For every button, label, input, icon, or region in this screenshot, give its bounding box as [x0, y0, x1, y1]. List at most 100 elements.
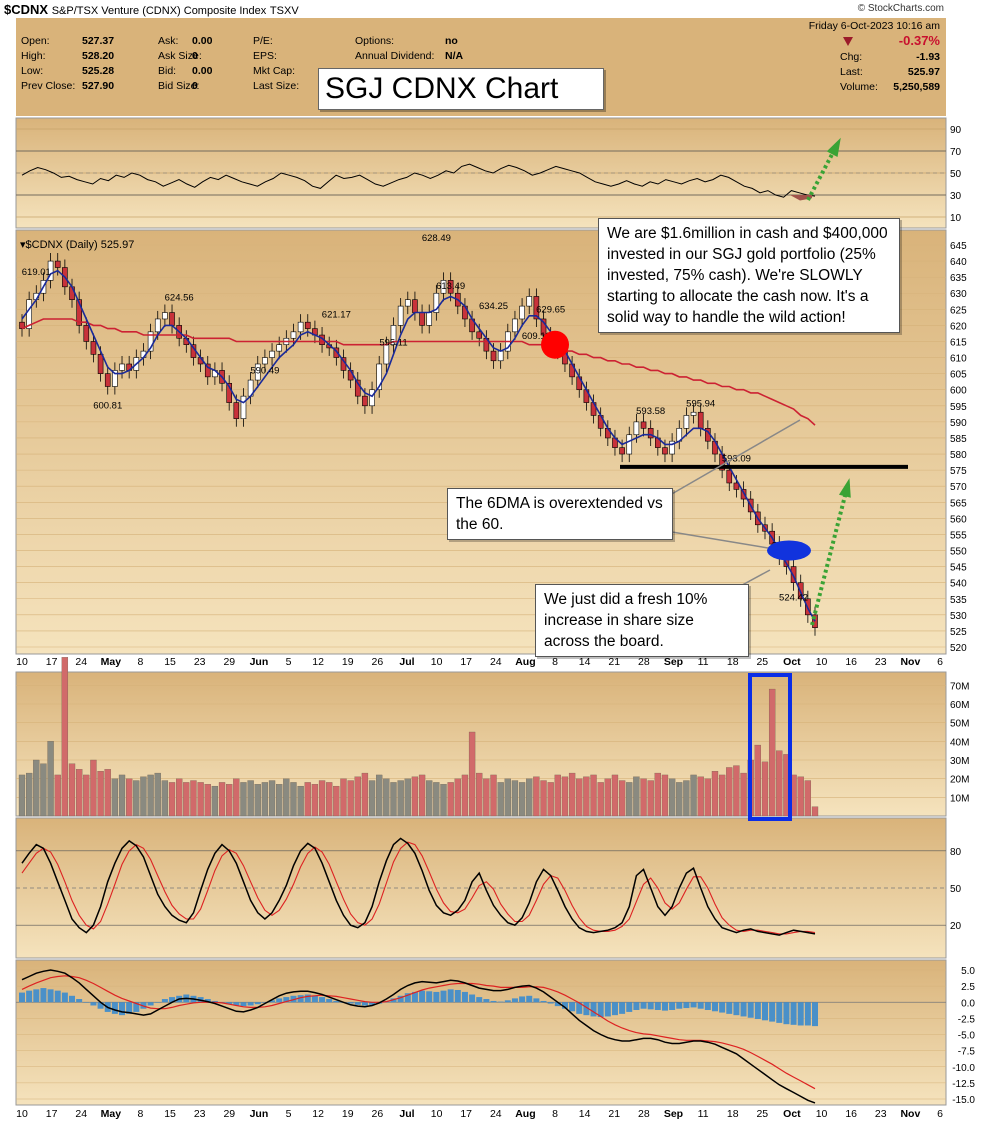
- quote-fund-label: Mkt Cap:: [253, 65, 295, 77]
- volume-bar: [654, 772, 661, 817]
- volume-bar: [254, 784, 261, 817]
- macd-histogram-bar: [90, 1002, 97, 1006]
- volume-bar: [811, 806, 819, 817]
- macd-histogram-bar: [254, 1002, 261, 1005]
- candle-down: [226, 382, 232, 403]
- line-60dma: [21, 318, 816, 426]
- macd-histogram-bar: [76, 999, 83, 1003]
- macd-histogram-bar: [490, 1000, 497, 1003]
- volume-bar: [97, 771, 104, 817]
- candle-up: [47, 260, 54, 281]
- macd-histogram-bar: [690, 1002, 697, 1008]
- note-cash: We are $1.6million in cash and $400,000 …: [598, 218, 900, 333]
- macd-histogram-bar: [747, 1002, 754, 1018]
- note-pointer: [671, 531, 769, 549]
- x-tick-label: Oct: [783, 1108, 801, 1120]
- change-pct: -0.37%: [899, 33, 941, 48]
- volume-bar: [218, 782, 226, 817]
- quote-left-value: 525.28: [82, 65, 114, 77]
- volume-bar: [190, 780, 197, 817]
- candle-down: [447, 280, 454, 294]
- macd-histogram-bar: [40, 988, 47, 1003]
- macd-histogram-bar: [633, 1002, 640, 1010]
- quote-mid-label: Ask:: [158, 35, 178, 47]
- candle-up: [254, 363, 261, 381]
- macd-histogram-bar: [511, 998, 518, 1003]
- price-tick-label: 605: [950, 370, 967, 381]
- x-tick-label: 17: [46, 1108, 58, 1120]
- macd-histogram-bar: [483, 999, 490, 1003]
- candle-up: [626, 434, 633, 455]
- panel-macd: [15, 959, 947, 1106]
- candle-up: [290, 331, 297, 339]
- macd-tick-label: -10.0: [952, 1063, 975, 1074]
- x-tick-label: 10: [431, 656, 443, 668]
- price-tick-label: 640: [950, 257, 967, 268]
- volume-bar: [511, 780, 519, 817]
- macd-histogram-bar: [783, 1002, 790, 1025]
- volume-bar: [668, 778, 676, 817]
- x-tick-label: 8: [138, 656, 144, 668]
- volume-tick-label: 30M: [950, 756, 969, 767]
- volume-bar: [433, 782, 440, 817]
- macd-histogram-bar: [326, 999, 333, 1003]
- volume-bar: [576, 778, 583, 817]
- price-tick-label: 560: [950, 514, 967, 525]
- macd-histogram-bar: [354, 1002, 361, 1005]
- macd-histogram-bar: [333, 1000, 340, 1003]
- macd-histogram-bar: [519, 996, 526, 1003]
- macd-histogram-bar: [683, 1002, 690, 1009]
- volume-bar: [247, 780, 254, 817]
- macd-histogram-bar: [704, 1002, 711, 1010]
- candle-up: [426, 312, 433, 326]
- macd-histogram-bar: [590, 1002, 597, 1017]
- candle-down: [233, 402, 240, 419]
- volume-bar: [376, 774, 383, 817]
- price-annotation: 590.49: [250, 366, 279, 377]
- red-marker: [541, 330, 569, 359]
- quote-left-label: Low:: [21, 65, 43, 77]
- macd-histogram-bar: [247, 1002, 254, 1006]
- macd-histogram-bar: [311, 995, 318, 1003]
- rsi-green-arrow: [806, 142, 840, 201]
- volume-tick-label: 20M: [950, 775, 969, 786]
- volume-bar: [390, 782, 397, 817]
- x-tick-label: 21: [608, 656, 620, 668]
- macd-histogram-bar: [804, 1002, 811, 1026]
- candle-up: [376, 363, 383, 391]
- volume-bar: [426, 780, 433, 817]
- macd-histogram-bar: [440, 990, 447, 1003]
- price-tick-label: 535: [950, 595, 967, 606]
- price-tick-label: 600: [950, 386, 967, 397]
- x-tick-label: 28: [638, 656, 650, 668]
- macd-histogram-bar: [304, 994, 311, 1003]
- candle-down: [354, 379, 361, 397]
- x-tick-label: Jul: [399, 656, 414, 668]
- volume-bar: [561, 776, 569, 817]
- volume-bar: [90, 759, 97, 817]
- price-series-label: ▾$CDNX (Daily) 525.97: [20, 239, 134, 251]
- price-green-arrow-head: [838, 478, 851, 498]
- price-tick-label: 595: [950, 402, 967, 413]
- candle-up: [162, 312, 168, 320]
- volume-bar: [704, 778, 711, 817]
- candle-down: [304, 321, 311, 329]
- macd-histogram-bar: [319, 997, 326, 1003]
- blue-marker: [767, 540, 811, 561]
- x-tick-label: 6: [937, 656, 943, 668]
- x-tick-label: 23: [194, 656, 206, 668]
- volume-bar: [276, 784, 283, 817]
- macd-histogram-bar: [147, 1002, 154, 1006]
- volume-bar: [711, 771, 719, 817]
- x-tick-label: 18: [727, 656, 739, 668]
- volume-bar: [318, 780, 326, 817]
- x-tick-label: 24: [490, 656, 502, 668]
- stoch-tick-label: 20: [950, 921, 962, 932]
- price-annotation: 595.11: [379, 337, 407, 348]
- stoch-percent-d: [21, 841, 816, 935]
- volume-bar: [154, 772, 161, 817]
- x-tick-label: 23: [875, 1108, 887, 1120]
- quote-right-label: Last:: [840, 66, 863, 78]
- macd-histogram-bar: [269, 1000, 276, 1003]
- candle-down: [647, 428, 654, 439]
